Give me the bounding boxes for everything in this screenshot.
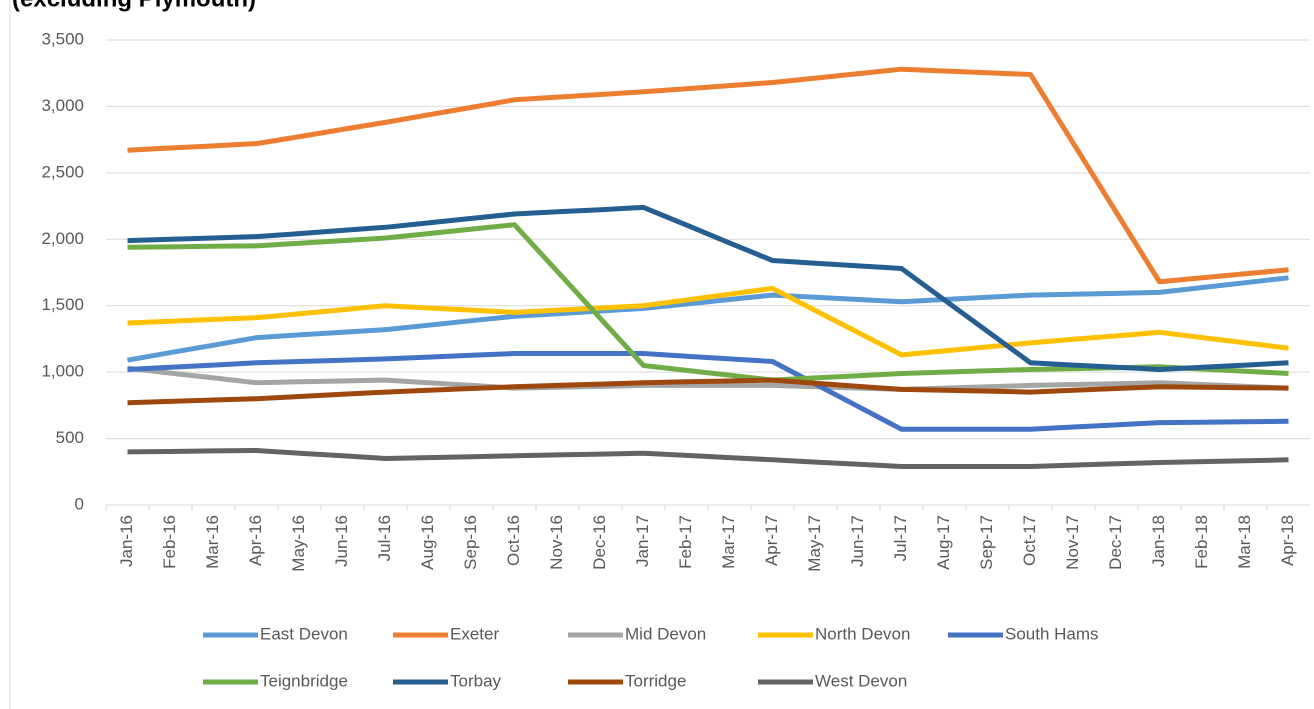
series-line: [127, 351, 1289, 432]
x-tick-label: Jul-16: [375, 515, 394, 561]
x-tick-label: Oct-17: [1020, 515, 1039, 566]
y-tick-label: 1,500: [41, 295, 84, 314]
x-tick-label: Nov-17: [1063, 515, 1082, 570]
x-tick-label: Jan-18: [1149, 515, 1168, 567]
x-tick-label: Dec-17: [1106, 515, 1125, 570]
legend-label: North Devon: [815, 624, 910, 643]
legend-item: Torridge: [568, 671, 686, 690]
series-line: [127, 448, 1289, 469]
x-tick-label: Feb-18: [1192, 515, 1211, 569]
y-tick-label: 500: [56, 428, 84, 447]
x-tick-label: Aug-17: [934, 515, 953, 570]
x-tick-label: Apr-17: [762, 515, 781, 566]
x-tick-label: May-16: [289, 515, 308, 572]
x-tick-label: Dec-16: [590, 515, 609, 570]
legend-item: North Devon: [758, 624, 910, 643]
x-tick-label: Sep-16: [461, 515, 480, 570]
series-line: [127, 365, 1289, 392]
x-tick-label: Jul-17: [891, 515, 910, 561]
series-line: [127, 285, 1289, 358]
legend-label: Mid Devon: [625, 624, 706, 643]
x-tick-label: Apr-16: [246, 515, 265, 566]
chart-title: (excluding Plymouth): [12, 0, 256, 12]
y-tick-label: 3,500: [41, 29, 84, 48]
x-tick-label: Apr-18: [1278, 515, 1297, 566]
series-line: [127, 66, 1289, 285]
y-tick-label: 3,000: [41, 96, 84, 115]
legend-label: South Hams: [1005, 624, 1099, 643]
x-tick-label: Sep-17: [977, 515, 996, 570]
y-tick-label: 0: [75, 494, 84, 513]
legend-label: Teignbridge: [260, 671, 348, 690]
legend-item: East Devon: [203, 624, 348, 643]
legend-label: Exeter: [450, 624, 499, 643]
x-tick-label: Mar-17: [719, 515, 738, 569]
series-line: [127, 377, 1289, 406]
legend-label: West Devon: [815, 671, 907, 690]
x-tick-label: Oct-16: [504, 515, 523, 566]
x-tick-label: Jun-16: [332, 515, 351, 567]
legend-item: South Hams: [948, 624, 1099, 643]
legend-label: Torridge: [625, 671, 686, 690]
legend-item: Exeter: [393, 624, 499, 643]
x-tick-label: Jan-17: [633, 515, 652, 567]
series-line: [127, 204, 1289, 372]
x-tick-label: May-17: [805, 515, 824, 572]
x-tick-label: Nov-16: [547, 515, 566, 570]
y-tick-label: 1,000: [41, 362, 84, 381]
x-tick-label: Feb-16: [160, 515, 179, 569]
legend-item: Mid Devon: [568, 624, 706, 643]
x-tick-label: Mar-18: [1235, 515, 1254, 569]
x-tick-label: Mar-16: [203, 515, 222, 569]
legend-item: Teignbridge: [203, 671, 348, 690]
series-line: [127, 275, 1289, 363]
x-tick-label: Jun-17: [848, 515, 867, 567]
legend-item: West Devon: [758, 671, 907, 690]
legend-label: Torbay: [450, 671, 502, 690]
legend-item: Torbay: [393, 671, 502, 690]
y-tick-label: 2,000: [41, 229, 84, 248]
x-tick-label: Jan-16: [117, 515, 136, 567]
y-tick-label: 2,500: [41, 162, 84, 181]
x-tick-label: Feb-17: [676, 515, 695, 569]
legend-label: East Devon: [260, 624, 348, 643]
x-tick-label: Aug-16: [418, 515, 437, 570]
